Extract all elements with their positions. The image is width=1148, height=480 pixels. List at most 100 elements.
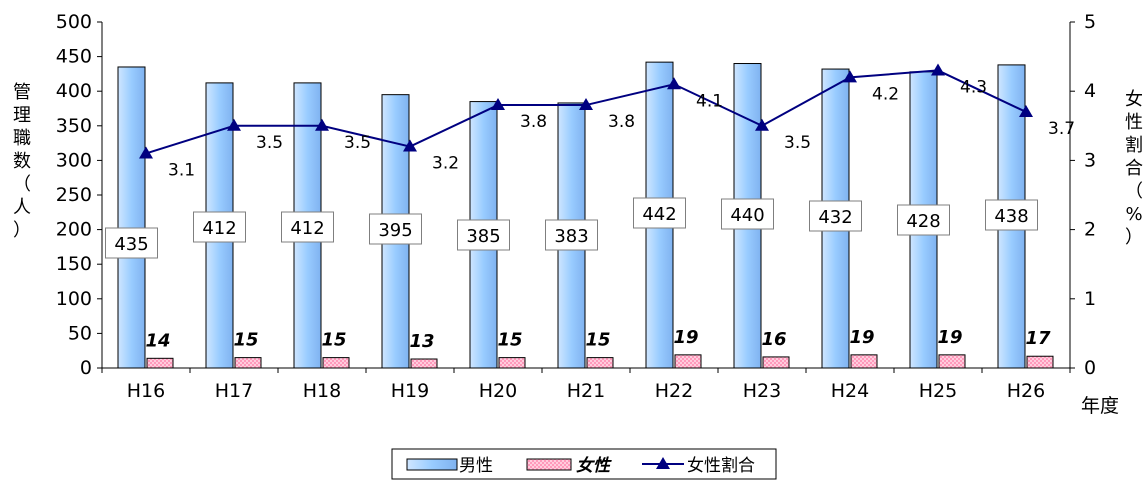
female-value-label: 19 xyxy=(937,327,962,348)
legend: 男性 女性 女性割合 xyxy=(391,448,777,480)
y2-tick-label: 2 xyxy=(1084,219,1096,241)
y-tick-label: 350 xyxy=(56,115,92,137)
legend-male-label: 男性 xyxy=(459,456,493,476)
ratio-point xyxy=(579,98,593,111)
male-value-box xyxy=(105,227,158,259)
ratio-value-label: 4.3 xyxy=(960,77,987,97)
y2-tick-label: 0 xyxy=(1084,357,1096,379)
female-value-label: 14 xyxy=(145,330,170,351)
female-value-label: 15 xyxy=(585,330,610,351)
male-value-box xyxy=(369,213,422,245)
male-value-box xyxy=(633,197,686,229)
y-tick-label: 450 xyxy=(56,46,92,68)
male-value-box xyxy=(897,204,950,236)
male-value-box xyxy=(281,211,334,243)
female-value-label: 13 xyxy=(409,331,434,352)
legend-female-label: 女性 xyxy=(576,456,612,476)
female-value-label: 15 xyxy=(497,330,522,351)
male-value-label: 428 xyxy=(906,211,940,232)
x-tick-label: H20 xyxy=(479,380,517,402)
male-value-box xyxy=(545,219,598,251)
male-value-label: 442 xyxy=(642,204,676,225)
x-tick-label: H17 xyxy=(215,380,253,402)
male-value-box xyxy=(193,211,246,243)
female-bar xyxy=(850,354,878,369)
female-value-label: 19 xyxy=(673,327,698,348)
axes: 0 50 100 150 200 250 300 350 400 450 500 0 1 2 3 4 5 H16 H… xyxy=(13,11,1143,417)
ratio-point xyxy=(755,118,769,131)
male-value-label: 412 xyxy=(202,218,236,239)
x-axis-title: 年度 xyxy=(1081,395,1119,417)
male-value-box xyxy=(809,200,862,232)
ratio-value-label: 4.2 xyxy=(872,84,899,104)
y-tick-label: 0 xyxy=(80,357,92,379)
female-bar xyxy=(410,358,438,369)
y-tick-label: 150 xyxy=(56,253,92,275)
male-bar xyxy=(117,66,146,369)
ratio-point xyxy=(403,139,417,152)
x-tick-label: H25 xyxy=(919,380,957,402)
female-bar xyxy=(322,357,350,369)
male-value-label: 385 xyxy=(466,226,500,247)
ratio-value-label: 3.8 xyxy=(520,112,547,132)
ratio-value-label: 3.1 xyxy=(168,160,195,180)
ratio-point xyxy=(931,63,945,76)
legend-male-swatch xyxy=(406,458,458,471)
ratio-point xyxy=(315,118,329,131)
y-tick-label: 50 xyxy=(68,322,92,344)
male-value-label: 438 xyxy=(994,206,1028,227)
female-value-label: 15 xyxy=(321,330,346,351)
ratio-point xyxy=(843,70,857,83)
male-value-label: 432 xyxy=(818,207,852,228)
female-bar xyxy=(762,356,790,369)
legend-ratio-label: 女性割合 xyxy=(687,456,755,476)
y2-tick-label: 3 xyxy=(1084,149,1096,171)
ratio-point xyxy=(667,77,681,90)
y-tick-label: 200 xyxy=(56,219,92,241)
female-value-label: 16 xyxy=(761,329,786,350)
data-labels: 435 412 412 395 385 383 442 440 432 428 438 14 15 15 1… xyxy=(105,77,1075,352)
male-value-box xyxy=(985,199,1038,231)
ratio-value-label: 3.7 xyxy=(1048,119,1075,139)
male-value-label: 395 xyxy=(378,220,412,241)
x-tick-label: H18 xyxy=(303,380,341,402)
ratio-value-label: 3.8 xyxy=(608,112,635,132)
female-value-label: 19 xyxy=(849,327,874,348)
female-value-label: 15 xyxy=(233,330,258,351)
ratio-point xyxy=(227,118,241,131)
female-bar xyxy=(938,354,966,369)
y-tick-label: 400 xyxy=(56,80,92,102)
x-tick-label: H26 xyxy=(1007,380,1045,402)
y-tick-label: 100 xyxy=(56,288,92,310)
x-tick-label: H24 xyxy=(831,380,869,402)
male-value-label: 440 xyxy=(730,205,764,226)
y2-tick-label: 5 xyxy=(1084,11,1096,33)
x-tick-label: H16 xyxy=(127,380,165,402)
male-value-box xyxy=(457,219,510,251)
ratio-point xyxy=(139,146,153,159)
x-tick-label: H21 xyxy=(567,380,605,402)
ratio-value-label: 4.1 xyxy=(696,91,723,111)
y-tick-label: 500 xyxy=(56,11,92,33)
y-axis-title: 管理職数（人） xyxy=(13,82,31,241)
female-bar xyxy=(586,357,614,369)
ratio-line xyxy=(139,63,1033,159)
ratio-value-label: 3.5 xyxy=(256,133,283,153)
male-value-label: 383 xyxy=(554,226,588,247)
male-value-label: 412 xyxy=(290,218,324,239)
y2-tick-label: 4 xyxy=(1084,80,1096,102)
female-bar xyxy=(1026,355,1054,369)
y-tick-label: 250 xyxy=(56,184,92,206)
y-tick-label: 300 xyxy=(56,149,92,171)
female-bar xyxy=(674,354,702,369)
x-tick-label: H19 xyxy=(391,380,429,402)
ratio-point xyxy=(491,98,505,111)
y2-tick-label: 1 xyxy=(1084,288,1096,310)
female-value-label: 17 xyxy=(1025,328,1051,349)
y2-axis-title: 女性割合（%） xyxy=(1125,89,1143,248)
x-tick-label: H23 xyxy=(743,380,781,402)
ratio-value-label: 3.5 xyxy=(344,133,371,153)
legend-ratio-marker xyxy=(656,457,670,469)
legend-female-swatch xyxy=(526,458,572,471)
